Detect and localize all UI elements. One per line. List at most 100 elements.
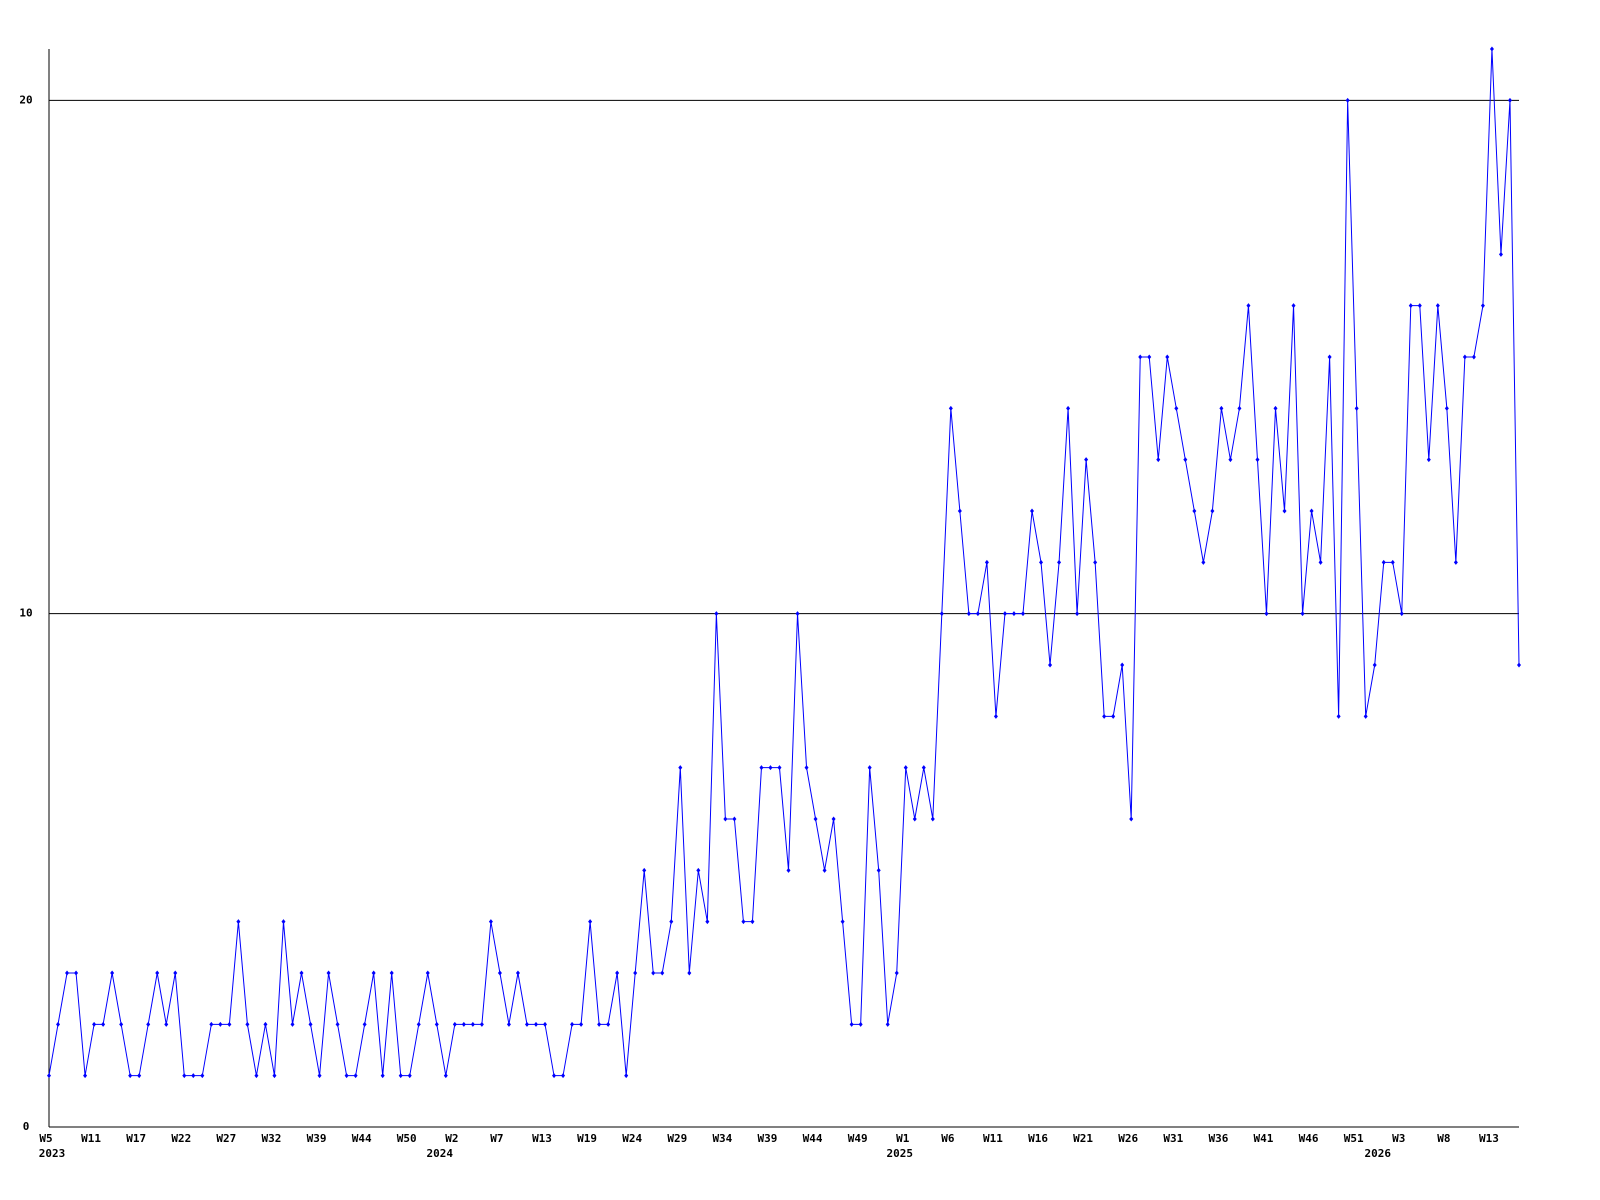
data-point bbox=[1264, 611, 1269, 617]
x-tick-label: W44 bbox=[352, 1132, 372, 1145]
x-year-label: 2023 bbox=[39, 1147, 66, 1160]
data-point bbox=[1318, 559, 1323, 565]
x-tick-label: W44 bbox=[803, 1132, 823, 1145]
x-year-label: 2026 bbox=[1364, 1147, 1391, 1160]
data-point bbox=[840, 919, 845, 925]
data-point bbox=[173, 970, 178, 976]
x-tick-label: W29 bbox=[667, 1132, 687, 1145]
data-point bbox=[218, 1021, 223, 1027]
data-point bbox=[1390, 559, 1395, 565]
data-point bbox=[1183, 457, 1188, 463]
data-point bbox=[416, 1021, 421, 1027]
x-tick-label: W49 bbox=[848, 1132, 868, 1145]
x-tick-label: W1 bbox=[896, 1132, 910, 1145]
data-point bbox=[1066, 405, 1071, 411]
x-tick-label: W19 bbox=[577, 1132, 597, 1145]
data-point bbox=[1300, 611, 1305, 617]
x-tick-label: W22 bbox=[171, 1132, 191, 1145]
data-point bbox=[939, 611, 944, 617]
data-point bbox=[930, 816, 935, 822]
data-point bbox=[353, 1073, 358, 1079]
data-point bbox=[497, 970, 502, 976]
data-point bbox=[191, 1073, 196, 1079]
x-year-label: 2024 bbox=[427, 1147, 454, 1160]
data-point bbox=[750, 919, 755, 925]
data-point bbox=[1327, 354, 1332, 360]
data-point bbox=[263, 1021, 268, 1027]
data-point bbox=[1372, 662, 1377, 668]
data-point bbox=[1129, 816, 1134, 822]
x-tick-label: W34 bbox=[712, 1132, 732, 1145]
data-point bbox=[1426, 457, 1431, 463]
data-point bbox=[804, 765, 809, 771]
x-tick-label: W26 bbox=[1118, 1132, 1138, 1145]
data-point bbox=[1471, 354, 1476, 360]
data-point bbox=[1273, 405, 1278, 411]
data-point bbox=[624, 1073, 629, 1079]
data-point bbox=[588, 919, 593, 925]
data-point bbox=[317, 1073, 322, 1079]
data-point bbox=[1192, 508, 1197, 514]
data-point bbox=[813, 816, 818, 822]
data-point bbox=[984, 559, 989, 565]
data-point bbox=[398, 1073, 403, 1079]
data-point bbox=[56, 1021, 61, 1027]
x-tick-label: W32 bbox=[262, 1132, 282, 1145]
data-point bbox=[272, 1073, 277, 1079]
data-point bbox=[1363, 713, 1368, 719]
data-point bbox=[389, 970, 394, 976]
data-point bbox=[1444, 405, 1449, 411]
data-point bbox=[1039, 559, 1044, 565]
x-tick-label: W11 bbox=[983, 1132, 1003, 1145]
x-tick-label: W5 bbox=[39, 1132, 52, 1145]
x-tick-label: W41 bbox=[1254, 1132, 1274, 1145]
data-point bbox=[696, 867, 701, 873]
data-point bbox=[128, 1073, 133, 1079]
data-point bbox=[407, 1073, 412, 1079]
y-tick-label: 10 bbox=[19, 607, 32, 620]
data-point bbox=[552, 1073, 557, 1079]
data-point bbox=[443, 1073, 448, 1079]
x-tick-label: W3 bbox=[1392, 1132, 1405, 1145]
data-point bbox=[1147, 354, 1152, 360]
data-point bbox=[506, 1021, 511, 1027]
x-tick-label: W21 bbox=[1073, 1132, 1093, 1145]
data-point bbox=[687, 970, 692, 976]
data-point bbox=[948, 405, 953, 411]
data-point bbox=[669, 919, 674, 925]
x-tick-label: W31 bbox=[1163, 1132, 1183, 1145]
data-point bbox=[74, 970, 79, 976]
y-tick-label: 0 bbox=[23, 1120, 30, 1133]
data-point bbox=[1517, 662, 1521, 668]
data-point bbox=[533, 1021, 538, 1027]
data-point bbox=[876, 867, 881, 873]
data-point bbox=[561, 1073, 566, 1079]
data-point bbox=[1282, 508, 1287, 514]
data-point bbox=[371, 970, 376, 976]
data-point bbox=[678, 765, 683, 771]
data-point bbox=[831, 816, 836, 822]
data-point bbox=[957, 508, 962, 514]
x-tick-label: W17 bbox=[126, 1132, 146, 1145]
data-point bbox=[1219, 405, 1224, 411]
data-point bbox=[47, 1073, 51, 1079]
data-point bbox=[705, 919, 710, 925]
data-point bbox=[236, 919, 241, 925]
x-tick-label: W2 bbox=[445, 1132, 458, 1145]
data-point bbox=[732, 816, 737, 822]
data-point bbox=[479, 1021, 484, 1027]
data-point bbox=[65, 970, 70, 976]
data-point bbox=[777, 765, 782, 771]
data-point bbox=[1084, 457, 1089, 463]
data-point bbox=[92, 1021, 97, 1027]
x-tick-label: W50 bbox=[397, 1132, 417, 1145]
data-point bbox=[83, 1073, 88, 1079]
data-line bbox=[48, 48, 1520, 1077]
x-tick-label: W16 bbox=[1028, 1132, 1048, 1145]
data-point bbox=[1020, 611, 1025, 617]
x-tick-label: W36 bbox=[1208, 1132, 1228, 1145]
data-point bbox=[885, 1021, 890, 1027]
data-point bbox=[290, 1021, 295, 1027]
data-point bbox=[1309, 508, 1314, 514]
data-point bbox=[227, 1021, 232, 1027]
